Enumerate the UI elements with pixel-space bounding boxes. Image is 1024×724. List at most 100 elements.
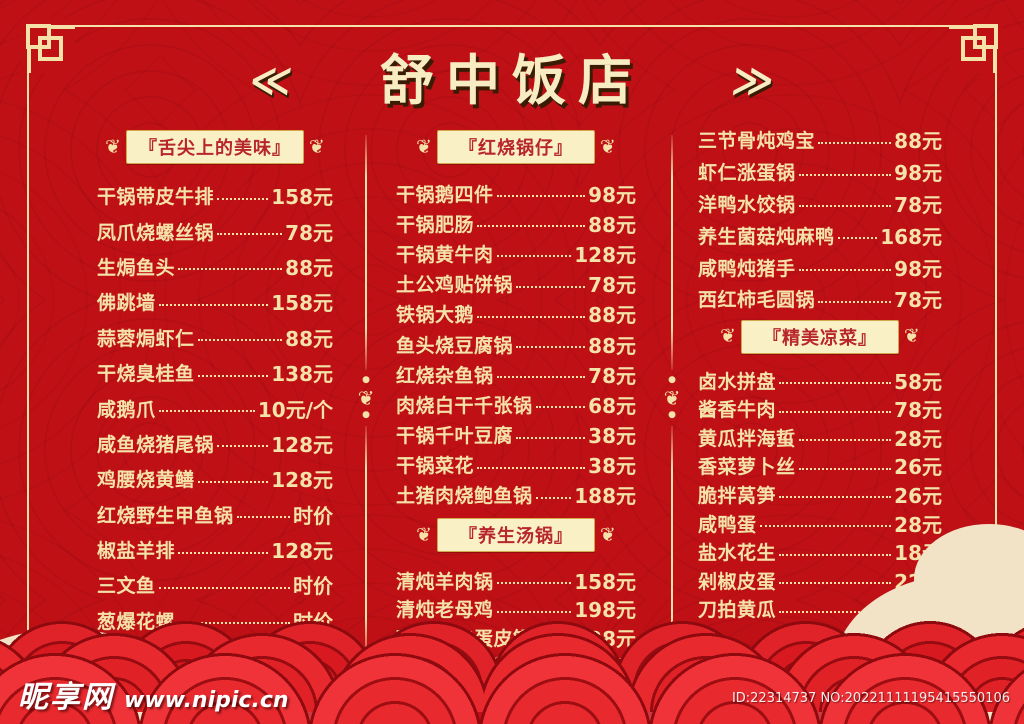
dish-price: 88元 (285, 326, 333, 351)
dotted-leader (197, 374, 269, 377)
dotted-leader (477, 225, 586, 228)
dish-price: 88元 (588, 212, 636, 237)
dish-name: 清炖羊肉锅 (396, 570, 494, 593)
menu-item-row: 干锅肥肠 88元 (396, 208, 636, 238)
dotted-leader (477, 466, 586, 469)
dotted-leader (178, 551, 269, 554)
dish-name: 咸鸭炖猪手 (698, 257, 796, 280)
dish-name: 咸鱼烧猪尾锅 (97, 433, 215, 456)
dish-price: 88元 (588, 333, 636, 358)
menu-item-row: 土公鸡贴饼锅 78元 (396, 269, 636, 299)
menu-column: 三节骨炖鸡宝 88元 虾仁涨蛋锅 98元 洋鸭水饺锅 78元 养生菌菇炖麻鸭 168元 咸鸭炖猪… (698, 124, 942, 623)
ribbon-ornament-icon: ❦ (904, 325, 920, 348)
dish-price: 26元 (894, 483, 942, 508)
section-header-ribbon: ❦ 『红烧锅仔』 ❦ (396, 130, 636, 164)
menu-item-row: 肉烧白干千张锅 68元 (396, 389, 636, 419)
menu-item-row: 干锅黄牛肉 128元 (396, 238, 636, 268)
dish-price: 78元 (894, 398, 942, 423)
menu-item-row: 铁锅大鹅 88元 (396, 299, 636, 329)
dotted-leader (818, 300, 892, 303)
menu-item-row: 生焗鱼头 88元 (97, 249, 333, 284)
menu-item-row: 咸鱼烧猪尾锅 128元 (97, 426, 333, 461)
dish-price: 98元 (894, 256, 942, 281)
menu-item-row: 三文鱼 时价 (97, 567, 333, 602)
dish-name: 黄瓜拌海蜇 (698, 427, 796, 450)
dish-name: 养生菌菇炖麻鸭 (698, 225, 835, 248)
ribbon-ornament-icon: ❦ (416, 135, 432, 158)
menu-item-row: 咸鹅爪 10元/个 (97, 390, 333, 425)
divider-ornament-icon: ● ❦ ● (663, 374, 681, 420)
dish-price: 128元 (271, 539, 333, 564)
menu-item-row: 香菜萝卜丝 26元 (698, 452, 942, 481)
ribbon-ornament-icon: ❦ (720, 325, 736, 348)
restaurant-title: 舒中饭店 (380, 49, 644, 112)
dish-price: 68元 (588, 393, 636, 418)
dotted-leader (217, 233, 283, 236)
section-header-label: 『养生汤锅』 (437, 518, 595, 553)
dish-price: 158元 (271, 185, 333, 210)
dish-price: 26元 (894, 455, 942, 480)
dish-price: 10元/个 (257, 397, 333, 422)
dish-name: 干锅菜花 (396, 455, 475, 478)
menu-item-row: 西红柿毛圆锅 78元 (698, 283, 942, 315)
dotted-leader (798, 205, 892, 208)
watermark: 昵享网 www.nipic.cn (18, 672, 289, 716)
dotted-leader (496, 610, 572, 613)
menu-item-row: 咸鸭蛋 28元 (698, 509, 942, 538)
dish-name: 铁锅大鹅 (396, 304, 475, 327)
section-header-label: 『红烧锅仔』 (437, 130, 595, 164)
dish-name: 香菜萝卜丝 (698, 456, 796, 479)
menu-item-row: 凤爪烧螺丝锅 78元 (97, 213, 333, 248)
divider-line (671, 135, 673, 370)
dish-price: 38元 (588, 424, 636, 449)
dish-price: 78元 (588, 363, 636, 388)
dotted-leader (496, 376, 586, 379)
dotted-leader (158, 303, 269, 306)
section-header-label: 『舌尖上的美味』 (126, 130, 304, 164)
dotted-leader (798, 269, 892, 272)
menu-item-row: 鸡腰烧黄鳝 128元 (97, 461, 333, 496)
dish-name: 干锅鹅四件 (396, 183, 494, 206)
menu-column: ❦ 『舌尖上的美味』 ❦ 干锅带皮牛排 158元 凤爪烧螺丝锅 78元 生焗鱼头 88元 佛跳墙 1… (97, 130, 333, 638)
dish-name: 佛跳墙 (97, 292, 156, 315)
section-header-label: 『精美凉菜』 (741, 319, 899, 354)
menu-item-row: 干锅鹅四件 98元 (396, 178, 636, 208)
dish-price: 88元 (894, 129, 942, 154)
dotted-leader (197, 480, 269, 483)
dish-price: 28元 (894, 426, 942, 451)
corner-knot-icon (21, 19, 75, 73)
dish-name: 洋鸭水饺锅 (698, 193, 796, 216)
wave-decoration (0, 648, 1024, 724)
corner-knot-icon (949, 19, 1003, 73)
column-divider: ● ❦ ● (663, 135, 681, 660)
menu-section: ❦ 『精美凉菜』 ❦ 卤水拼盘 58元 酱香牛肉 78元 黄瓜拌海蜇 28元 香菜萝卜丝 26元 脆拌… (698, 319, 942, 623)
divider-line (365, 135, 367, 370)
dotted-leader (759, 525, 892, 528)
menu-item-row: 三节骨炖鸡宝 88元 (698, 124, 942, 156)
divider-ornament-icon: ● ❦ ● (357, 374, 375, 420)
dish-name: 红烧杂鱼锅 (396, 364, 494, 387)
menu-item-row: 卤水拼盘 58元 (698, 366, 942, 395)
dish-name: 西红柿毛圆锅 (698, 289, 816, 312)
menu-item-row: 干烧臭桂鱼 138元 (97, 355, 333, 390)
dotted-leader (496, 195, 586, 198)
dish-name: 椒盐羊排 (97, 540, 176, 563)
menu-item-row: 酱香牛肉 78元 (698, 394, 942, 423)
dotted-leader (798, 173, 892, 176)
dish-name: 土公鸡贴饼锅 (396, 274, 514, 297)
dish-name: 干锅肥肠 (396, 213, 475, 236)
dish-name: 凤爪烧螺丝锅 (97, 221, 215, 244)
dotted-leader (535, 496, 572, 499)
dish-name: 干锅千叶豆腐 (396, 425, 514, 448)
dotted-leader (837, 237, 878, 240)
dotted-leader (197, 339, 283, 342)
section-header-ribbon: ❦ 『精美凉菜』 ❦ (698, 319, 942, 354)
dish-name: 虾仁涨蛋锅 (698, 162, 796, 185)
dish-name: 肉烧白干千张锅 (396, 394, 533, 417)
dish-price: 158元 (271, 291, 333, 316)
dish-price: 78元 (894, 192, 942, 217)
dotted-leader (217, 445, 269, 448)
dotted-leader (779, 382, 892, 385)
